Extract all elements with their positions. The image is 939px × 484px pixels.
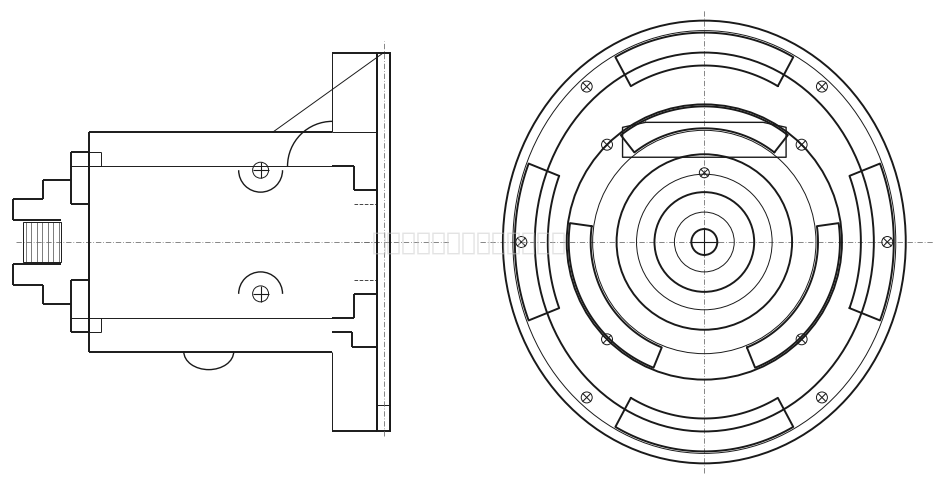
Bar	[377, 53, 391, 432]
Text: 陕西泰德瑞传动设备有限公司: 陕西泰德瑞传动设备有限公司	[372, 230, 566, 255]
Bar	[23, 223, 61, 262]
